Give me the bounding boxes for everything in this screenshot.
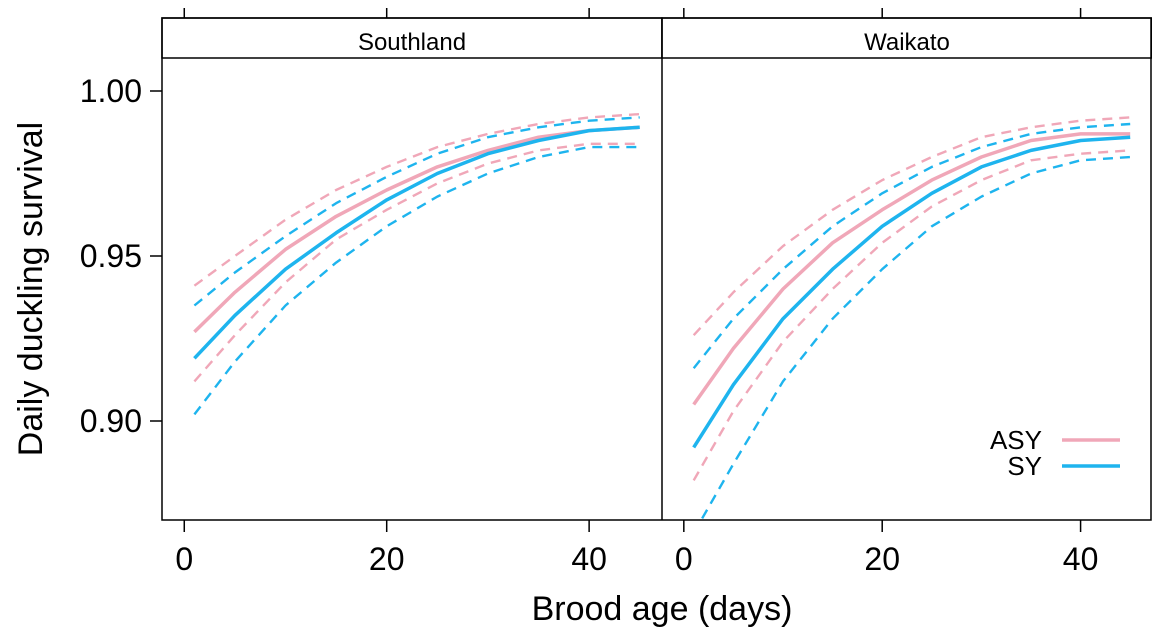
x-tick-label: 40 <box>571 541 607 577</box>
strip-box <box>661 17 1152 59</box>
y-tick-label: 0.95 <box>80 238 142 274</box>
legend-label-asy: ASY <box>990 425 1042 455</box>
series-line-sy-dashed <box>692 122 1131 369</box>
axes: 0 20 40 0 20 40 0.90 0.95 1.00 <box>80 8 1152 577</box>
series-line-asy-dashed <box>692 149 1131 481</box>
y-tick-label: 0.90 <box>80 403 142 439</box>
x-tick-label: 20 <box>369 541 405 577</box>
series-line-asy-solid <box>692 132 1131 406</box>
plot-frame <box>161 17 1152 521</box>
legend-label-sy: SY <box>1007 451 1042 481</box>
x-axis-title: Brood age (days) <box>532 590 793 628</box>
x-tick-label: 0 <box>175 541 193 577</box>
series-line-sy-solid <box>692 135 1131 449</box>
strip-label: Waikato <box>864 29 950 56</box>
strip-box <box>161 17 663 59</box>
series-group <box>193 112 640 416</box>
x-tick-label: 20 <box>864 541 900 577</box>
series-line-asy-solid <box>193 125 640 334</box>
series-line-sy-dashed <box>193 145 640 416</box>
series-line-sy-dashed <box>699 155 1131 520</box>
y-axis-title: Daily duckling survival <box>12 122 50 456</box>
series-line-sy-solid <box>193 125 640 360</box>
series-line-sy-dashed <box>193 116 640 307</box>
series-line-asy-dashed <box>193 142 640 383</box>
series-line-asy-dashed <box>692 116 1131 337</box>
panel-southland: Southland <box>161 17 663 416</box>
panel-waikato: Waikato <box>661 17 1152 520</box>
y-tick-label: 1.00 <box>80 73 142 109</box>
series-line-asy-dashed <box>193 112 640 287</box>
panels: Southland Waikato <box>161 17 1152 520</box>
series-group <box>692 116 1131 520</box>
x-tick-label: 40 <box>1063 541 1099 577</box>
strip-label: Southland <box>358 29 466 56</box>
x-tick-label: 0 <box>675 541 693 577</box>
